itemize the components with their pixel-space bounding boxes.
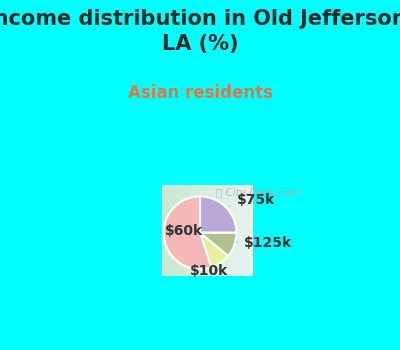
Wedge shape xyxy=(200,233,228,267)
Text: $10k: $10k xyxy=(190,264,228,278)
Text: ⓘ City-Data.com: ⓘ City-Data.com xyxy=(216,188,300,198)
Text: $75k: $75k xyxy=(228,193,275,206)
Text: Asian residents: Asian residents xyxy=(128,84,272,102)
Text: $60k: $60k xyxy=(164,224,203,238)
Wedge shape xyxy=(200,196,236,233)
Wedge shape xyxy=(200,233,236,256)
Text: $125k: $125k xyxy=(236,236,292,250)
Text: Income distribution in Old Jefferson,
LA (%): Income distribution in Old Jefferson, LA… xyxy=(0,9,400,54)
Wedge shape xyxy=(164,196,211,269)
